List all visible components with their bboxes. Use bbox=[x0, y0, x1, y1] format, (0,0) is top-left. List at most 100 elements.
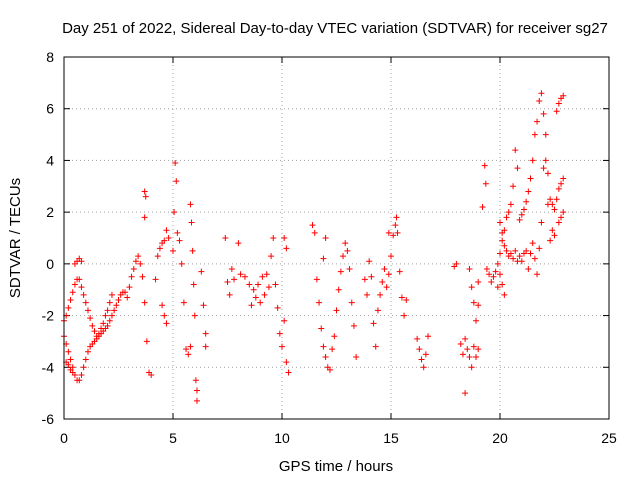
data-point bbox=[374, 307, 381, 314]
data-point bbox=[69, 369, 76, 376]
data-point bbox=[499, 229, 506, 236]
data-point bbox=[283, 245, 290, 252]
data-point bbox=[551, 232, 558, 239]
data-point bbox=[381, 266, 388, 273]
data-point bbox=[510, 255, 517, 262]
data-point bbox=[270, 235, 277, 241]
data-point bbox=[171, 209, 178, 216]
data-point bbox=[141, 188, 148, 195]
data-point bbox=[466, 266, 473, 273]
data-point bbox=[111, 307, 118, 314]
data-point bbox=[560, 209, 567, 216]
data-point bbox=[148, 372, 155, 379]
data-point bbox=[514, 165, 521, 172]
data-point bbox=[416, 346, 423, 353]
data-point bbox=[342, 240, 349, 247]
data-point bbox=[555, 185, 562, 192]
x-tick-label: 10 bbox=[274, 430, 290, 446]
data-point bbox=[156, 245, 163, 252]
data-point bbox=[248, 302, 255, 309]
data-point bbox=[488, 278, 495, 285]
data-point bbox=[482, 180, 489, 187]
data-point bbox=[529, 157, 536, 164]
data-point bbox=[483, 266, 490, 273]
data-point bbox=[558, 180, 565, 187]
data-point bbox=[507, 250, 514, 257]
data-point bbox=[318, 325, 325, 332]
data-point bbox=[191, 312, 198, 319]
x-tick-label: 0 bbox=[60, 430, 68, 446]
data-point bbox=[370, 320, 377, 327]
data-point bbox=[536, 245, 543, 252]
data-point bbox=[115, 297, 122, 304]
data-point bbox=[193, 387, 200, 394]
data-point bbox=[84, 307, 91, 314]
data-point bbox=[320, 255, 327, 262]
data-point bbox=[255, 281, 262, 288]
data-point bbox=[536, 97, 543, 104]
data-point bbox=[122, 289, 129, 296]
data-point bbox=[176, 237, 183, 244]
data-point bbox=[261, 291, 268, 298]
data-point bbox=[420, 364, 427, 371]
data-point bbox=[462, 390, 469, 397]
data-point bbox=[503, 247, 510, 254]
data-point bbox=[124, 294, 131, 301]
data-point bbox=[475, 346, 482, 353]
data-point bbox=[100, 320, 107, 327]
data-point bbox=[202, 330, 209, 337]
data-point bbox=[200, 302, 207, 309]
data-point bbox=[523, 247, 530, 254]
data-point bbox=[241, 273, 248, 280]
y-tick-label: -4 bbox=[42, 359, 55, 375]
data-point bbox=[141, 299, 148, 306]
data-point bbox=[353, 353, 360, 360]
data-point bbox=[531, 131, 538, 138]
data-point bbox=[503, 214, 510, 221]
data-point bbox=[470, 299, 477, 306]
data-point bbox=[91, 328, 98, 335]
data-point bbox=[313, 276, 320, 283]
data-point bbox=[344, 247, 351, 254]
data-point bbox=[187, 201, 194, 208]
data-point bbox=[558, 214, 565, 221]
y-tick-label: 6 bbox=[46, 101, 54, 117]
data-point bbox=[510, 183, 517, 190]
data-point bbox=[316, 299, 323, 306]
data-point bbox=[102, 312, 109, 319]
data-point bbox=[534, 271, 541, 278]
data-point bbox=[337, 268, 344, 275]
data-point bbox=[422, 351, 429, 358]
data-point bbox=[180, 299, 187, 306]
data-point bbox=[390, 232, 397, 239]
chart-title: Day 251 of 2022, Sidereal Day-to-day VTE… bbox=[62, 20, 608, 37]
data-point bbox=[364, 291, 371, 298]
data-point bbox=[453, 260, 460, 267]
data-point bbox=[490, 273, 497, 280]
data-point bbox=[250, 286, 257, 293]
data-point bbox=[459, 351, 466, 358]
data-point bbox=[525, 266, 532, 273]
x-tick-label: 15 bbox=[383, 430, 399, 446]
data-point bbox=[78, 372, 85, 379]
data-point bbox=[142, 193, 149, 200]
data-point bbox=[82, 356, 89, 363]
data-point bbox=[529, 240, 536, 247]
data-point bbox=[547, 237, 554, 244]
data-point bbox=[538, 219, 545, 226]
data-point bbox=[473, 317, 480, 324]
data-point bbox=[340, 253, 347, 260]
plot-frame bbox=[63, 56, 610, 420]
data-point bbox=[137, 260, 144, 267]
data-point bbox=[346, 266, 353, 273]
data-point bbox=[89, 322, 96, 329]
data-point bbox=[348, 299, 355, 306]
data-point bbox=[87, 315, 94, 322]
data-point bbox=[475, 302, 482, 309]
data-point bbox=[512, 147, 519, 154]
data-point bbox=[555, 219, 562, 226]
data-point bbox=[235, 240, 242, 247]
data-point bbox=[189, 247, 196, 254]
data-point bbox=[333, 307, 340, 314]
data-point bbox=[322, 353, 329, 360]
